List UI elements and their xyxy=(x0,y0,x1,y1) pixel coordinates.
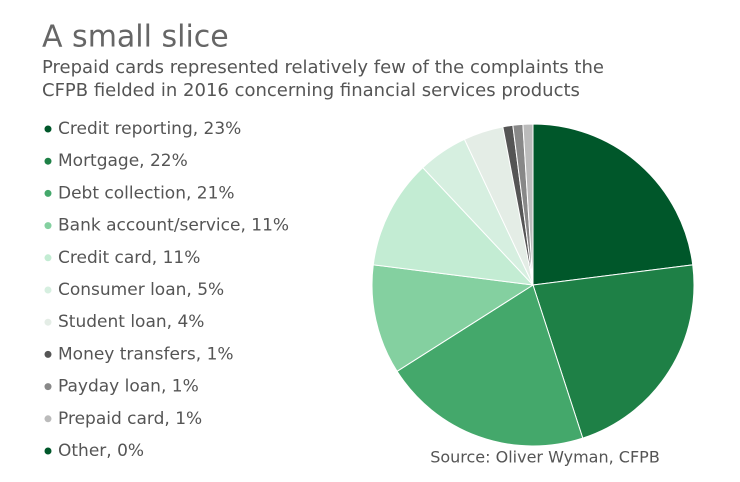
pie-slice xyxy=(371,264,535,372)
legend-marker xyxy=(44,415,52,423)
legend-marker xyxy=(44,286,52,294)
legend-marker xyxy=(44,157,52,165)
legend-label: Consumer loan, 5% xyxy=(58,280,224,300)
legend-label: Bank account/service, 11% xyxy=(58,216,289,236)
legend-marker xyxy=(44,254,52,262)
legend-label: Payday loan, 1% xyxy=(58,377,199,397)
source: Source: Oliver Wyman, CFPB xyxy=(430,448,660,467)
legend-label: Student loan, 4% xyxy=(58,312,204,332)
legend-label: Other, 0% xyxy=(58,441,144,461)
legend-marker xyxy=(44,447,52,455)
legend-marker xyxy=(44,222,52,230)
legend-marker xyxy=(44,125,52,133)
pie-slice xyxy=(532,123,694,286)
pie-slice xyxy=(372,166,535,286)
legend-label: Money transfers, 1% xyxy=(58,344,234,364)
legend-label: Debt collection, 21% xyxy=(58,183,235,203)
pie-slice xyxy=(396,284,584,447)
legend-label: Mortgage, 22% xyxy=(58,151,188,171)
legend-marker xyxy=(44,383,52,391)
chart-subtitle: Prepaid cards represented relatively few… xyxy=(42,57,604,78)
legend-label: Credit card, 11% xyxy=(58,248,200,268)
pie-slice xyxy=(532,264,695,439)
legend-marker xyxy=(44,318,52,326)
chart-title: A small slice xyxy=(42,20,229,55)
legend-marker xyxy=(44,189,52,197)
legend-label: Credit reporting, 23% xyxy=(58,119,241,139)
legend-label: Prepaid card, 1% xyxy=(58,409,202,429)
legend-marker xyxy=(44,350,52,358)
chart-subtitle: CFPB fielded in 2016 concerning financia… xyxy=(42,80,580,101)
